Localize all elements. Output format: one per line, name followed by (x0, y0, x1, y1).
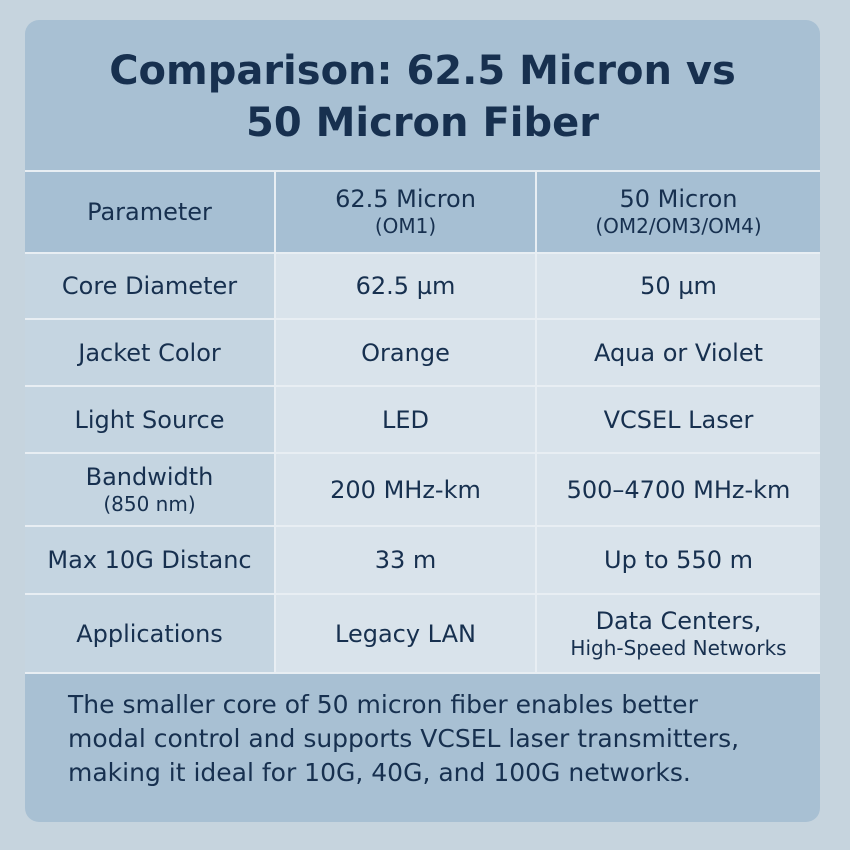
title-line: 50 Micron Fiber (246, 100, 599, 146)
cell-text: Jacket Color (78, 338, 221, 367)
cell-text: High-Speed Networks (570, 635, 787, 660)
table-cell: Max 10G Distanc (25, 527, 276, 595)
table-cell: Light Source (25, 387, 276, 454)
cell-text: 500–4700 MHz-km (566, 475, 791, 504)
header-cell: Parameter (25, 172, 276, 254)
table-cell: 500–4700 MHz-km (537, 454, 820, 527)
table-cell: Aqua or Violet (537, 320, 820, 387)
comparison-table: Parameter 62.5 Micron (OM1) 50 Micron (OM2/O… (25, 170, 820, 674)
cell-text: Orange (361, 338, 450, 367)
cell-text: Bandwidth (85, 462, 214, 491)
footer-note: The smaller core of 50 micron fiber enab… (68, 688, 739, 790)
table-cell: 50 µm (537, 254, 820, 320)
cell-text: 50 µm (640, 272, 717, 300)
cell-text: 50 Micron (619, 185, 738, 213)
cell-text: Data Centers, (595, 606, 762, 635)
title: Comparison: 62.5 Micron vs 50 Micron Fibe… (25, 20, 820, 170)
cell-text: 200 MHz-km (330, 475, 481, 504)
cell-text: 62.5 Micron (335, 185, 476, 213)
cell-text: Max 10G Distanc (47, 546, 252, 574)
table-cell: Bandwidth (850 nm) (25, 454, 276, 527)
cell-text: Aqua or Violet (593, 338, 764, 367)
table-cell: Jacket Color (25, 320, 276, 387)
cell-text: Light Source (74, 405, 225, 434)
cell-text: Core Diameter (61, 272, 238, 300)
table-cell: 62.5 µm (276, 254, 537, 320)
table-cell: Core Diameter (25, 254, 276, 320)
table-cell: Orange (276, 320, 537, 387)
table-cell: Legacy LAN (276, 595, 537, 674)
cell-text: Up to 550 m (604, 546, 753, 574)
cell-text: (OM2/OM3/OM4) (595, 214, 762, 238)
table-cell: 33 m (276, 527, 537, 595)
title-line: Comparison: 62.5 Micron vs (109, 48, 736, 94)
header-cell: 62.5 Micron (OM1) (276, 172, 537, 254)
cell-text: (OM1) (374, 214, 437, 238)
table-cell: Data Centers, High-Speed Networks (537, 595, 820, 674)
cell-text: 62.5 µm (355, 272, 456, 300)
table-cell: LED (276, 387, 537, 454)
cell-text: VCSEL Laser (603, 405, 754, 434)
table-cell: Up to 550 m (537, 527, 820, 595)
cell-text: Legacy LAN (335, 619, 476, 648)
table-cell: VCSEL Laser (537, 387, 820, 454)
footer-line: making it ideal for 10G, 40G, and 100G n… (68, 758, 691, 787)
cell-text: Applications (76, 619, 223, 648)
cell-text: Parameter (87, 198, 212, 226)
footer-line: The smaller core of 50 micron fiber enab… (68, 690, 698, 719)
header-cell: 50 Micron (OM2/OM3/OM4) (537, 172, 820, 254)
cell-text: 33 m (374, 546, 437, 574)
table-cell: Applications (25, 595, 276, 674)
table-cell: 200 MHz-km (276, 454, 537, 527)
cell-text: (850 nm) (103, 491, 196, 516)
cell-text: LED (381, 405, 429, 434)
card: Comparison: 62.5 Micron vs 50 Micron Fibe… (25, 20, 820, 822)
footer-line: modal control and supports VCSEL laser t… (68, 724, 740, 753)
